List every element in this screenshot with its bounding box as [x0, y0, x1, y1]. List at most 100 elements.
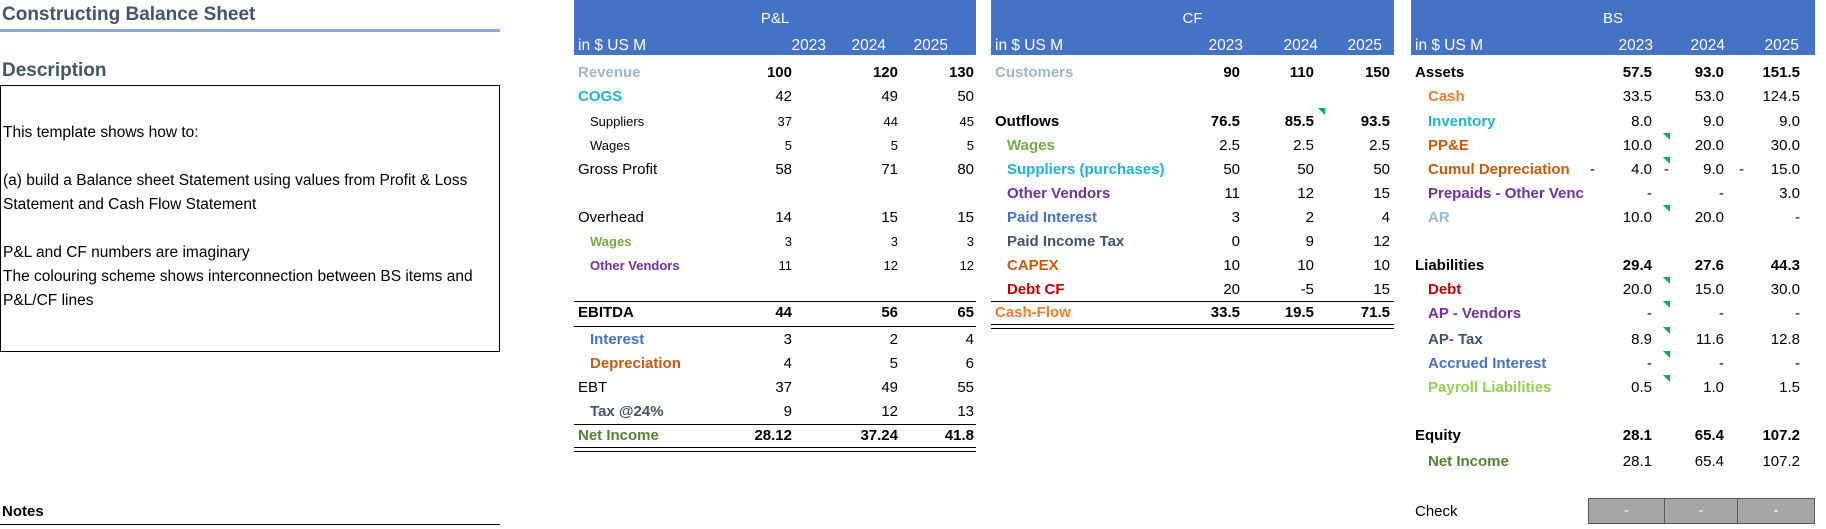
bs-row-label[interactable]: Payroll Liabilities: [1428, 379, 1552, 396]
bs-value[interactable]: 1.0: [1703, 379, 1724, 396]
cf-value[interactable]: 90: [1223, 64, 1240, 81]
pl-row-label[interactable]: COGS: [578, 88, 623, 105]
pl-value[interactable]: 5: [784, 138, 792, 153]
pl-value[interactable]: 58: [775, 161, 792, 178]
pl-value[interactable]: 37: [777, 114, 792, 129]
bs-value[interactable]: 3.0: [1779, 185, 1800, 202]
cf-row-label[interactable]: Suppliers (purchases): [1007, 161, 1165, 178]
pl-row-label[interactable]: EBITDA: [578, 304, 634, 321]
pl-value[interactable]: 12: [881, 403, 898, 420]
cf-value[interactable]: 110: [1289, 64, 1314, 81]
pl-value[interactable]: 2: [889, 331, 898, 348]
pl-value[interactable]: 4: [783, 355, 792, 372]
pl-value[interactable]: 42: [775, 88, 792, 105]
cf-value[interactable]: 10: [1223, 257, 1240, 274]
bs-value[interactable]: -: [1719, 305, 1724, 322]
bs-value[interactable]: 107.2: [1762, 453, 1800, 470]
bs-value[interactable]: -: [1795, 209, 1800, 226]
bs-value[interactable]: 10.0: [1622, 209, 1652, 226]
pl-value[interactable]: 12: [883, 258, 898, 273]
pl-value[interactable]: 45: [959, 114, 974, 129]
cf-value[interactable]: 10: [1373, 257, 1390, 274]
bs-value[interactable]: -: [1795, 305, 1800, 322]
cf-value[interactable]: 10: [1297, 257, 1314, 274]
cf-row-label[interactable]: Other Vendors: [1007, 185, 1111, 202]
bs-value[interactable]: 11.6: [1695, 331, 1724, 348]
cf-value[interactable]: 19.5: [1284, 304, 1314, 321]
pl-value[interactable]: 5: [889, 355, 898, 372]
pl-value[interactable]: 3: [784, 234, 792, 249]
bs-value[interactable]: 28.1: [1622, 453, 1652, 470]
bs-value[interactable]: 15.0: [1770, 161, 1800, 178]
cf-value[interactable]: 33.5: [1210, 304, 1240, 321]
bs-value[interactable]: 1.5: [1779, 379, 1800, 396]
cf-value[interactable]: 20: [1223, 281, 1240, 298]
cf-value[interactable]: 50: [1297, 161, 1314, 178]
bs-value[interactable]: 65.4: [1694, 453, 1724, 470]
bs-value[interactable]: 0.5: [1631, 379, 1652, 396]
cf-row-label[interactable]: Debt CF: [1007, 281, 1065, 298]
bs-value[interactable]: 12.8: [1770, 331, 1800, 348]
bs-value[interactable]: 30.0: [1770, 281, 1800, 298]
pl-value[interactable]: 41.8: [944, 427, 974, 444]
pl-value[interactable]: 12: [959, 258, 974, 273]
bs-value[interactable]: 9.0: [1779, 113, 1800, 130]
pl-value[interactable]: 100: [766, 64, 792, 81]
bs-value[interactable]: 53.0: [1694, 88, 1724, 105]
pl-value[interactable]: 49: [881, 379, 898, 396]
bs-value[interactable]: 107.2: [1762, 427, 1800, 444]
bs-row-label[interactable]: Net Income: [1428, 453, 1509, 470]
cf-value[interactable]: 150: [1364, 64, 1390, 81]
pl-value[interactable]: 80: [957, 161, 974, 178]
bs-value[interactable]: 93.0: [1694, 64, 1724, 81]
pl-row-label[interactable]: Net Income: [578, 427, 659, 444]
bs-value[interactable]: -: [1647, 305, 1652, 322]
cf-value[interactable]: 4: [1381, 209, 1390, 226]
pl-value[interactable]: 15: [881, 209, 898, 226]
cf-value[interactable]: 15: [1373, 185, 1390, 202]
pl-value[interactable]: 44: [775, 304, 792, 321]
cf-value[interactable]: 71.5: [1360, 304, 1390, 321]
pl-row-label[interactable]: Other Vendors: [590, 258, 680, 273]
pl-row-label[interactable]: Wages: [590, 234, 632, 249]
bs-value[interactable]: 28.1: [1622, 427, 1652, 444]
check-cell[interactable]: -: [1664, 498, 1738, 524]
bs-value[interactable]: 20.0: [1622, 281, 1652, 298]
pl-value[interactable]: 49: [881, 88, 898, 105]
bs-row-label[interactable]: Prepaids - Other Venc: [1428, 185, 1584, 202]
cf-value[interactable]: 2.5: [1293, 137, 1314, 154]
bs-value[interactable]: 10.0: [1622, 137, 1652, 154]
cf-value[interactable]: 50: [1223, 161, 1240, 178]
pl-value[interactable]: 6: [965, 355, 974, 372]
bs-value[interactable]: -: [1647, 355, 1652, 372]
bs-row-label[interactable]: Accrued Interest: [1428, 355, 1547, 372]
pl-row-label[interactable]: Tax @24%: [590, 403, 664, 420]
pl-value[interactable]: 13: [957, 403, 974, 420]
bs-value[interactable]: 30.0: [1770, 137, 1800, 154]
bs-value[interactable]: 29.4: [1622, 257, 1652, 274]
pl-value[interactable]: 5: [890, 138, 898, 153]
bs-value[interactable]: -: [1719, 355, 1724, 372]
bs-value[interactable]: 44.3: [1770, 257, 1800, 274]
bs-value[interactable]: 9.0: [1703, 161, 1724, 178]
cf-row-label[interactable]: CAPEX: [1007, 257, 1059, 274]
bs-row-label[interactable]: Debt: [1428, 281, 1462, 298]
cf-value[interactable]: 9: [1305, 233, 1314, 250]
pl-value[interactable]: 50: [957, 88, 974, 105]
bs-value[interactable]: 65.4: [1694, 427, 1724, 444]
pl-row-label[interactable]: Revenue: [578, 64, 641, 81]
bs-value[interactable]: 33.5: [1622, 88, 1652, 105]
check-cell[interactable]: -: [1737, 498, 1815, 524]
pl-value[interactable]: 71: [881, 161, 898, 178]
bs-value[interactable]: 20.0: [1694, 137, 1724, 154]
bs-value[interactable]: 124.5: [1762, 88, 1800, 105]
cf-value[interactable]: 50: [1373, 161, 1390, 178]
cf-row-label[interactable]: Outflows: [995, 113, 1060, 130]
bs-value[interactable]: 151.5: [1762, 64, 1800, 81]
cf-value[interactable]: 15: [1373, 281, 1390, 298]
cf-value[interactable]: 85.5: [1284, 113, 1314, 130]
bs-row-label[interactable]: Assets: [1415, 64, 1465, 81]
bs-row-label[interactable]: AP - Vendors: [1428, 305, 1522, 322]
pl-value[interactable]: 3: [890, 234, 898, 249]
check-cell[interactable]: -: [1588, 498, 1665, 524]
